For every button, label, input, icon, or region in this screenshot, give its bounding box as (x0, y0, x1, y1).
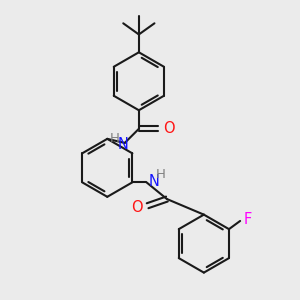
Text: H: H (110, 132, 119, 145)
Text: O: O (163, 121, 175, 136)
Text: O: O (131, 200, 143, 215)
Text: N: N (117, 137, 128, 152)
Text: N: N (148, 174, 159, 189)
Text: F: F (244, 212, 252, 227)
Text: H: H (156, 168, 166, 181)
